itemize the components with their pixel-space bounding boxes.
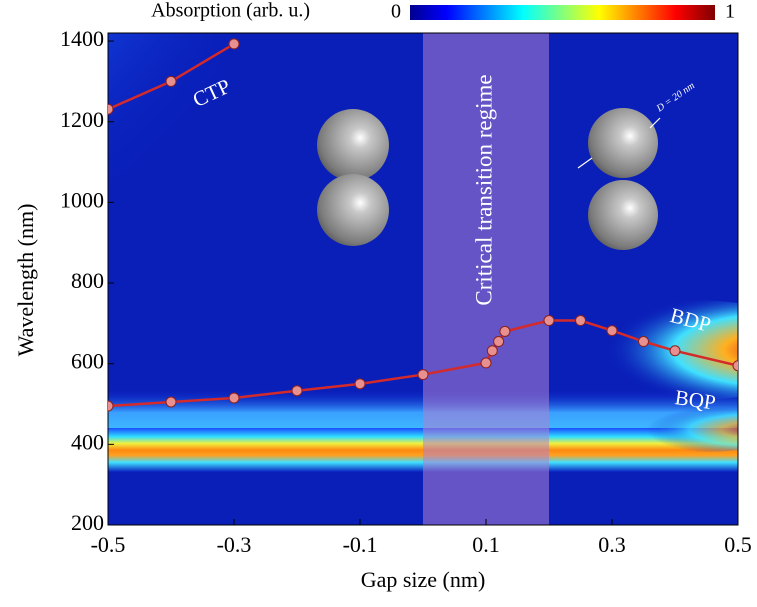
- y-tick-label: 800: [71, 268, 104, 293]
- x-tick-label: 0.5: [724, 532, 752, 557]
- point: [733, 361, 743, 371]
- point: [670, 346, 680, 356]
- point: [500, 326, 510, 336]
- point: [544, 316, 554, 326]
- point: [576, 316, 586, 326]
- colorbar-tick-label: 1: [725, 1, 735, 23]
- point: [103, 401, 113, 411]
- colorbar-label: Absorption (arb. u.): [151, 0, 310, 22]
- y-tick-label: 1000: [60, 187, 104, 212]
- point: [639, 337, 649, 347]
- x-tick-label: 0.1: [472, 532, 500, 557]
- point: [229, 393, 239, 403]
- point: [418, 370, 428, 380]
- heatmap: [0, 0, 757, 525]
- y-axis-label: Wavelength (nm): [13, 204, 38, 357]
- colorbar: [410, 5, 715, 20]
- point: [166, 76, 176, 86]
- point: [355, 379, 365, 389]
- shade-label: Critical transition regime: [471, 74, 496, 305]
- point: [103, 104, 113, 114]
- point: [292, 386, 302, 396]
- colorbar-tick-label: 0: [391, 1, 401, 23]
- y-tick-label: 600: [71, 349, 104, 374]
- y-tick-label: 1200: [60, 107, 104, 132]
- x-tick-label: -0.5: [91, 532, 126, 557]
- x-tick-label: 0.3: [598, 532, 626, 557]
- point: [607, 326, 617, 336]
- x-tick-label: -0.1: [343, 532, 378, 557]
- y-tick-label: 1400: [60, 26, 104, 51]
- y-tick-label: 400: [71, 429, 104, 454]
- x-axis-label: Gap size (nm): [361, 567, 486, 592]
- x-tick-label: -0.3: [217, 532, 252, 557]
- point: [494, 337, 504, 347]
- chart: Critical transition regime Absorption (a…: [0, 0, 757, 607]
- point: [487, 346, 497, 356]
- point: [166, 397, 176, 407]
- point: [481, 358, 491, 368]
- point: [229, 39, 239, 49]
